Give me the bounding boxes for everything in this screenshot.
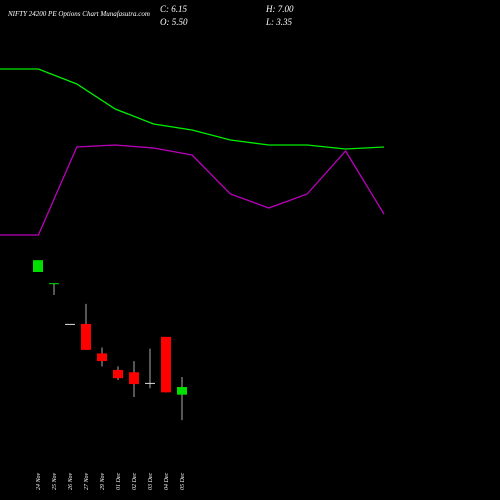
chart-title: NIFTY 24200 PE Options Chart Munafasutra…: [7, 10, 150, 18]
candle-body: [81, 323, 91, 350]
x-tick-label: 05 Dec: [180, 473, 186, 490]
ohlc-low: L: 3.35: [265, 17, 293, 27]
x-tick-label: 03 Dec: [148, 473, 154, 490]
candle-body: [97, 353, 107, 362]
candle-body: [113, 369, 123, 379]
indicator-line: [0, 68, 385, 150]
x-tick-label: 02 Dec: [132, 473, 138, 490]
candle-body: [65, 323, 75, 325]
candle-body: [145, 382, 155, 384]
x-tick-label: 24 Nov: [35, 472, 42, 490]
candle-body: [129, 372, 139, 385]
x-tick-label: 27 Nov: [84, 472, 90, 490]
x-tick-label: 04 Dec: [163, 473, 170, 490]
ohlc-close: C: 6.15: [160, 4, 188, 14]
candle-body: [33, 260, 43, 272]
ohlc-open: O: 5.50: [160, 17, 188, 27]
candle-body: [49, 283, 59, 285]
indicator-line: [0, 144, 385, 236]
candle-body: [177, 387, 187, 395]
ohlc-high: H: 7.00: [265, 4, 294, 14]
candle-body: [161, 336, 171, 393]
x-tick-label: 29 Nov: [100, 472, 106, 490]
x-tick-label: 26 Nov: [68, 472, 74, 490]
x-tick-label: 25 Nov: [52, 472, 58, 490]
x-tick-label: 01 Dec: [116, 473, 122, 490]
